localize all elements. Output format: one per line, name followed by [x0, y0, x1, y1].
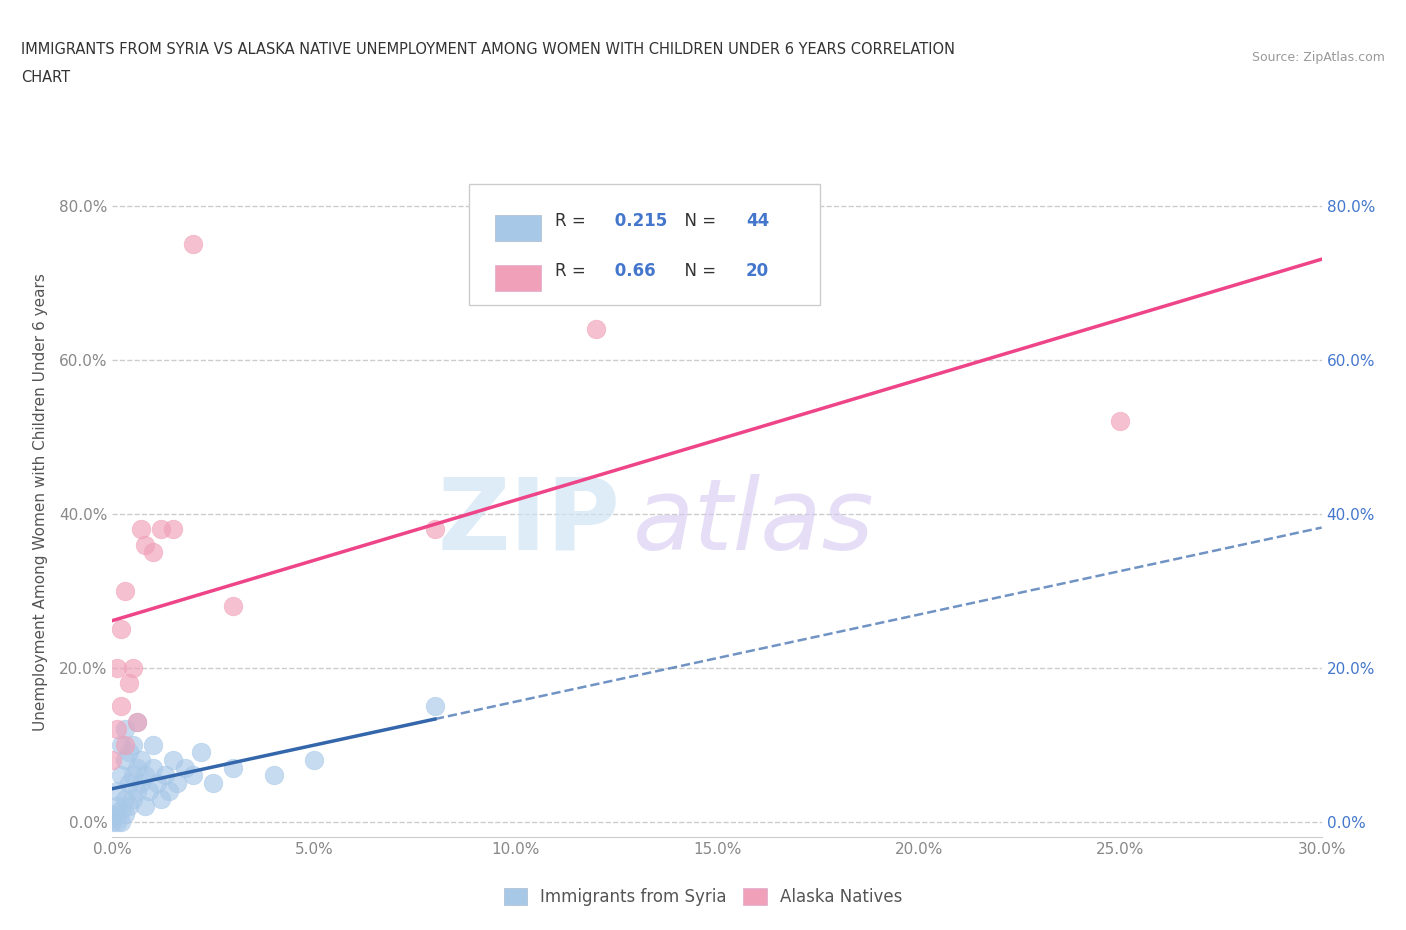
- Point: [101, 814, 124, 829]
- Point: [181, 237, 204, 252]
- Point: [202, 776, 225, 790]
- Point: [125, 783, 148, 798]
- Point: [121, 660, 143, 675]
- Point: [149, 522, 172, 537]
- Point: [114, 737, 136, 752]
- Point: [162, 522, 184, 537]
- Point: [121, 768, 143, 783]
- Point: [174, 761, 197, 776]
- Text: 0.66: 0.66: [609, 262, 657, 280]
- Point: [134, 538, 156, 552]
- Text: 44: 44: [747, 212, 769, 230]
- Point: [222, 761, 245, 776]
- Text: N =: N =: [673, 212, 721, 230]
- Text: IMMIGRANTS FROM SYRIA VS ALASKA NATIVE UNEMPLOYMENT AMONG WOMEN WITH CHILDREN UN: IMMIGRANTS FROM SYRIA VS ALASKA NATIVE U…: [21, 42, 955, 57]
- Point: [142, 761, 165, 776]
- Point: [110, 803, 132, 817]
- Text: 20: 20: [747, 262, 769, 280]
- Point: [114, 752, 136, 767]
- Point: [222, 599, 245, 614]
- Point: [110, 622, 132, 637]
- Point: [142, 545, 165, 560]
- Point: [117, 776, 139, 790]
- Point: [105, 722, 128, 737]
- Point: [162, 752, 184, 767]
- Point: [114, 583, 136, 598]
- Text: Source: ZipAtlas.com: Source: ZipAtlas.com: [1251, 51, 1385, 64]
- Y-axis label: Unemployment Among Women with Children Under 6 years: Unemployment Among Women with Children U…: [32, 273, 48, 731]
- Point: [105, 783, 128, 798]
- Point: [117, 745, 139, 760]
- Point: [121, 737, 143, 752]
- Text: ZIP: ZIP: [437, 473, 620, 571]
- Point: [585, 322, 607, 337]
- Text: CHART: CHART: [21, 70, 70, 85]
- Point: [105, 799, 128, 814]
- Point: [125, 714, 148, 729]
- Point: [423, 698, 446, 713]
- Point: [110, 814, 132, 829]
- Point: [125, 761, 148, 776]
- Point: [129, 522, 152, 537]
- Point: [190, 745, 212, 760]
- Point: [105, 814, 128, 829]
- Point: [142, 737, 165, 752]
- Point: [146, 776, 169, 790]
- Point: [110, 768, 132, 783]
- Point: [134, 799, 156, 814]
- Point: [105, 660, 128, 675]
- Point: [1109, 414, 1132, 429]
- Point: [134, 768, 156, 783]
- Point: [114, 722, 136, 737]
- Legend: Immigrants from Syria, Alaska Natives: Immigrants from Syria, Alaska Natives: [496, 881, 910, 912]
- Point: [263, 768, 285, 783]
- Point: [121, 791, 143, 806]
- Point: [114, 806, 136, 821]
- Point: [110, 737, 132, 752]
- Point: [166, 776, 188, 790]
- Point: [114, 791, 136, 806]
- Text: R =: R =: [555, 212, 591, 230]
- Text: 0.215: 0.215: [609, 212, 668, 230]
- Point: [125, 714, 148, 729]
- Point: [101, 810, 124, 825]
- Text: R =: R =: [555, 262, 591, 280]
- Point: [423, 522, 446, 537]
- Point: [101, 806, 124, 821]
- FancyBboxPatch shape: [495, 265, 540, 291]
- Point: [110, 698, 132, 713]
- FancyBboxPatch shape: [470, 184, 820, 305]
- Point: [181, 768, 204, 783]
- Point: [101, 752, 124, 767]
- Point: [117, 675, 139, 690]
- Point: [129, 776, 152, 790]
- Point: [153, 768, 176, 783]
- Text: atlas: atlas: [633, 473, 875, 571]
- Point: [129, 752, 152, 767]
- Point: [149, 791, 172, 806]
- Point: [117, 799, 139, 814]
- Text: N =: N =: [673, 262, 721, 280]
- FancyBboxPatch shape: [495, 215, 540, 241]
- Point: [138, 783, 160, 798]
- Point: [302, 752, 325, 767]
- Point: [157, 783, 180, 798]
